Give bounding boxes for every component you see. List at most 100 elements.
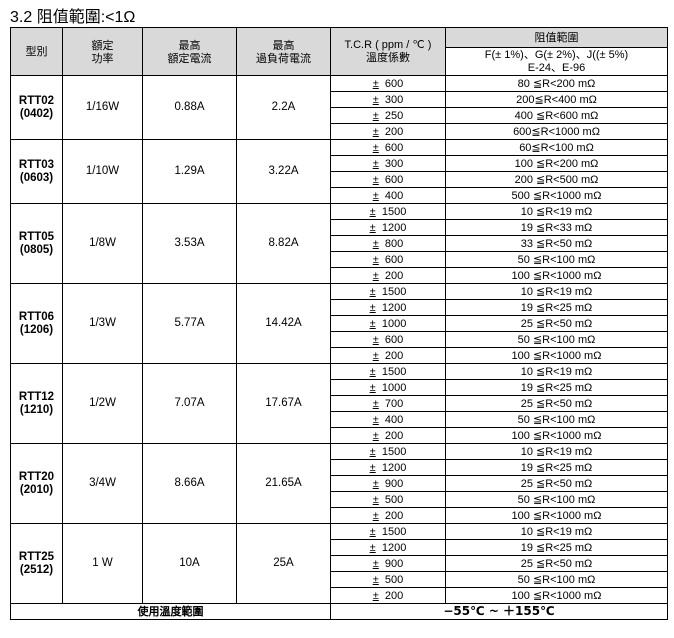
plus-minus-sign: ±	[372, 557, 379, 570]
tcr-cell: ± 300	[330, 91, 446, 108]
plus-minus-sign: ±	[369, 525, 376, 538]
plus-minus-sign: ±	[369, 301, 376, 314]
model-cell: RTT03 (0603)	[10, 139, 63, 204]
plus-minus-sign: ±	[372, 333, 379, 346]
tcr-cell: ± 400	[330, 411, 446, 428]
table-row: ± 800 33 ≦R<50 mΩ	[11, 235, 668, 252]
plus-minus-sign: ±	[372, 589, 379, 602]
overload-current-cell: 3.22A	[236, 139, 331, 204]
tcr-cell: ± 600	[330, 171, 446, 188]
tcr-value: 700	[384, 397, 404, 410]
power-cell: 1 W	[62, 523, 143, 604]
table-row: ± 500 50 ≦R<100 mΩ	[11, 571, 668, 588]
table-row: RTT20 (2010) 3/4W 8.66A 21.65A ± 1500 10 ≦R<1…	[10, 443, 668, 524]
header-overload-current: 最高 過負荷電流	[236, 27, 331, 76]
tcr-cell: ± 1000	[330, 315, 446, 332]
power-cell: 1/2W	[62, 363, 143, 444]
resistance-range-cell: 33 ≦R<50 mΩ	[445, 235, 668, 252]
power-cell: 1/3W	[62, 283, 143, 364]
operating-temp-value: −55℃ ~ ＋155℃	[330, 603, 668, 620]
plus-minus-sign: ±	[372, 269, 379, 282]
tcr-cell: ± 1500	[330, 363, 446, 380]
tcr-value: 900	[384, 477, 404, 490]
tcr-cell: ± 200	[330, 267, 446, 284]
power-cell: 3/4W	[62, 443, 143, 524]
tcr-cell: ± 700	[330, 395, 446, 412]
tcr-value: 300	[384, 93, 404, 106]
plus-minus-sign: ±	[372, 397, 379, 410]
tcr-value: 1500	[381, 285, 407, 298]
resistance-range-cell: 25 ≦R<50 mΩ	[445, 315, 668, 332]
resistance-range-cell: 19 ≦R<25 mΩ	[445, 539, 668, 556]
tcr-value: 200	[384, 429, 404, 442]
resistance-range-cell: 50 ≦R<100 mΩ	[445, 251, 668, 268]
tcr-value: 600	[384, 77, 404, 90]
tcr-value: 1200	[381, 541, 407, 554]
tcr-cell: ± 600	[330, 251, 446, 268]
table-row: ± 1200 19 ≦R<33 mΩ	[11, 219, 668, 236]
tcr-value: 200	[384, 125, 404, 138]
plus-minus-sign: ±	[372, 173, 379, 186]
operating-temp-label: 使用溫度範圍	[10, 603, 331, 620]
table-row: ± 200 100 ≦R<1000 mΩ	[11, 507, 668, 524]
resistance-range-cell: 500 ≦R<1000 mΩ	[445, 187, 668, 204]
table-row: ± 400 50 ≦R<100 mΩ	[11, 411, 668, 428]
tcr-value: 600	[384, 333, 404, 346]
tcr-cell: ± 1500	[330, 283, 446, 300]
overload-current-cell: 21.65A	[236, 443, 331, 524]
tcr-cell: ± 600	[330, 75, 446, 92]
model-cell: RTT12 (1210)	[10, 363, 63, 444]
resistance-range-cell: 200≦R<400 mΩ	[445, 91, 668, 108]
table-row: ± 600 200 ≦R<500 mΩ	[11, 171, 668, 188]
tcr-cell: ± 1200	[330, 299, 446, 316]
resistance-range-cell: 10 ≦R<19 mΩ	[445, 363, 668, 380]
tcr-value: 250	[384, 109, 404, 122]
resistance-range-cell: 19 ≦R<25 mΩ	[445, 379, 668, 396]
tcr-value: 200	[384, 269, 404, 282]
tcr-cell: ± 1200	[330, 459, 446, 476]
tcr-cell: ± 600	[330, 331, 446, 348]
tcr-cell: ± 1000	[330, 379, 446, 396]
plus-minus-sign: ±	[372, 93, 379, 106]
model-cell: RTT25 (2512)	[10, 523, 63, 604]
table-row: ± 200 100 ≦R<1000 mΩ	[11, 267, 668, 284]
tcr-value: 500	[384, 493, 404, 506]
resistance-range-cell: 50 ≦R<100 mΩ	[445, 571, 668, 588]
table-row: ± 1000 19 ≦R<25 mΩ	[11, 379, 668, 396]
table-row: ± 700 25 ≦R<50 mΩ	[11, 395, 668, 412]
tcr-cell: ± 200	[330, 427, 446, 444]
overload-current-cell: 14.42A	[236, 283, 331, 364]
rated-current-cell: 5.77A	[142, 283, 237, 364]
header-power: 額定 功率	[62, 27, 143, 76]
table-row: ± 1200 19 ≦R<25 mΩ	[11, 459, 668, 476]
plus-minus-sign: ±	[372, 77, 379, 90]
plus-minus-sign: ±	[372, 413, 379, 426]
table-row: RTT25 (2512) 1 W 10A 25A ± 1500 10 ≦R<19 mΩ	[10, 523, 668, 604]
overload-current-cell: 2.2A	[236, 75, 331, 140]
plus-minus-sign: ±	[369, 461, 376, 474]
header-rated-current: 最高 額定電流	[142, 27, 237, 76]
table-row: ± 900 25 ≦R<50 mΩ	[11, 475, 668, 492]
tcr-value: 1200	[381, 221, 407, 234]
resistance-range-cell: 50 ≦R<100 mΩ	[445, 331, 668, 348]
plus-minus-sign: ±	[372, 253, 379, 266]
plus-minus-sign: ±	[372, 493, 379, 506]
model-cell: RTT20 (2010)	[10, 443, 63, 524]
resistance-range-cell: 200 ≦R<500 mΩ	[445, 171, 668, 188]
resistance-range-cell: 10 ≦R<19 mΩ	[445, 443, 668, 460]
resistance-range-cell: 80 ≦R<200 mΩ	[445, 75, 668, 92]
plus-minus-sign: ±	[369, 205, 376, 218]
resistance-range-cell: 50 ≦R<100 mΩ	[445, 411, 668, 428]
plus-minus-sign: ±	[369, 365, 376, 378]
plus-minus-sign: ±	[372, 237, 379, 250]
table-row: ± 300 200≦R<400 mΩ	[11, 91, 668, 108]
plus-minus-sign: ±	[372, 157, 379, 170]
tcr-cell: ± 200	[330, 347, 446, 364]
plus-minus-sign: ±	[369, 445, 376, 458]
plus-minus-sign: ±	[372, 509, 379, 522]
model-cell: RTT05 (0805)	[10, 203, 63, 284]
table-row: ± 600 50 ≦R<100 mΩ	[11, 331, 668, 348]
resistance-range-cell: 60≦R<100 mΩ	[445, 139, 668, 156]
plus-minus-sign: ±	[372, 349, 379, 362]
tcr-value: 200	[384, 509, 404, 522]
